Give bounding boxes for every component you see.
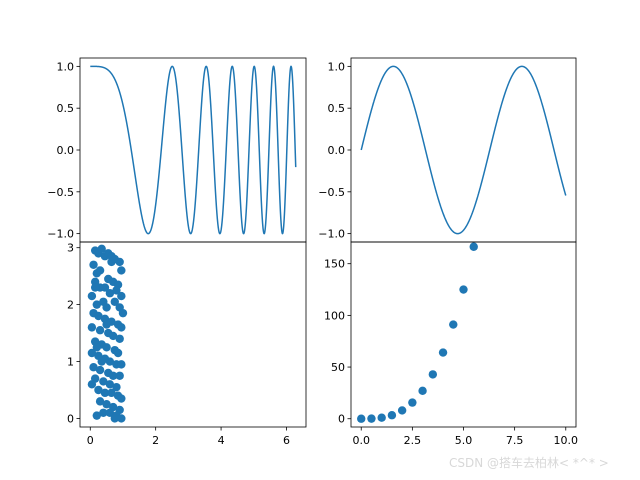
y-tick-label: 0.0 bbox=[328, 144, 346, 157]
data-point bbox=[112, 382, 121, 392]
data-point bbox=[117, 323, 126, 332]
data-point bbox=[387, 411, 397, 420]
y-tick-label: 0 bbox=[338, 413, 345, 426]
y-tick-label: 1.0 bbox=[57, 60, 75, 73]
data-point bbox=[110, 297, 119, 306]
data-point bbox=[115, 371, 124, 380]
subplot-bottom-left: 0 1 2 3 0 2 4 6 bbox=[67, 241, 307, 447]
data-point bbox=[118, 308, 128, 318]
data-point bbox=[367, 414, 376, 423]
y-tick-label: 0 bbox=[67, 412, 74, 425]
watermark: CSDN @搭车去柏林< *^* > bbox=[449, 455, 609, 470]
data-point bbox=[110, 414, 119, 423]
y-tick-label: 0.0 bbox=[57, 144, 75, 157]
data-point bbox=[87, 323, 97, 332]
data-point bbox=[113, 348, 123, 358]
y-tick-label: 3 bbox=[67, 242, 74, 255]
data-point bbox=[438, 348, 448, 357]
series-line bbox=[360, 65, 567, 235]
x-tick-label: 0.0 bbox=[352, 434, 370, 447]
data-point bbox=[89, 363, 98, 372]
data-point bbox=[428, 370, 438, 379]
data-point bbox=[108, 331, 118, 341]
data-point bbox=[107, 388, 116, 398]
data-point bbox=[94, 385, 103, 395]
data-point bbox=[94, 311, 103, 321]
data-point bbox=[102, 343, 111, 352]
axes-frame bbox=[79, 241, 307, 428]
data-point bbox=[95, 365, 105, 375]
y-tick-label: 0.5 bbox=[57, 102, 75, 115]
x-tick-label: 4 bbox=[218, 434, 225, 447]
data-point bbox=[377, 413, 386, 422]
data-point bbox=[449, 320, 458, 329]
data-point bbox=[107, 252, 116, 261]
y-tick-label: 50 bbox=[331, 361, 345, 374]
data-point bbox=[105, 408, 115, 417]
y-tick-label: −1.0 bbox=[318, 228, 345, 241]
x-tick-label: 5.0 bbox=[455, 434, 473, 447]
data-point bbox=[92, 300, 102, 309]
data-point bbox=[102, 320, 111, 329]
y-tick-label: 1 bbox=[67, 356, 74, 369]
x-tick-label: 2.5 bbox=[404, 434, 422, 447]
y-tick-label: −0.5 bbox=[318, 186, 345, 199]
data-point bbox=[95, 326, 105, 335]
y-tick-label: 100 bbox=[324, 309, 345, 322]
data-point bbox=[397, 406, 407, 415]
subplot-bottom-right: 0 50 100 150 0.0 2.5 5.0 7.5 10.0 bbox=[324, 241, 579, 447]
data-point bbox=[117, 291, 126, 301]
data-point bbox=[117, 360, 126, 369]
data-point bbox=[459, 285, 468, 294]
data-point bbox=[97, 244, 106, 254]
data-point bbox=[89, 260, 98, 269]
data-point bbox=[97, 357, 106, 366]
data-point bbox=[95, 397, 105, 406]
y-tick-label: 150 bbox=[324, 258, 345, 271]
data-point bbox=[87, 291, 97, 301]
data-point bbox=[357, 414, 366, 423]
y-tick-label: 1.0 bbox=[328, 60, 346, 73]
data-point bbox=[418, 386, 427, 396]
data-point bbox=[92, 411, 102, 420]
data-point bbox=[102, 400, 111, 409]
data-point bbox=[95, 266, 105, 275]
data-point bbox=[87, 348, 97, 358]
data-point bbox=[92, 343, 102, 352]
data-point bbox=[100, 283, 110, 292]
x-tick-label: 6 bbox=[283, 434, 290, 447]
series-line bbox=[90, 65, 297, 235]
y-tick-label: −0.5 bbox=[47, 186, 74, 199]
data-point bbox=[408, 398, 417, 407]
subplot-top-right: −1.0 −0.5 0.0 0.5 1.0 bbox=[318, 57, 577, 243]
data-point bbox=[117, 414, 126, 423]
x-tick-label: 2 bbox=[152, 434, 159, 447]
y-tick-label: −1.0 bbox=[47, 228, 74, 241]
data-point bbox=[87, 380, 97, 389]
data-point bbox=[115, 334, 124, 343]
data-point bbox=[105, 357, 115, 366]
data-point bbox=[117, 394, 126, 403]
x-tick-label: 7.5 bbox=[506, 434, 524, 447]
x-tick-label: 0 bbox=[87, 434, 94, 447]
data-point bbox=[99, 408, 108, 417]
data-point bbox=[102, 303, 111, 312]
data-point bbox=[115, 257, 124, 267]
data-point bbox=[112, 286, 121, 295]
subplot-top-left: −1.0 −0.5 0.0 0.5 1.0 bbox=[47, 57, 307, 243]
axes-frame bbox=[350, 57, 577, 243]
data-point bbox=[108, 371, 118, 380]
data-point bbox=[469, 242, 478, 251]
data-point bbox=[100, 388, 110, 398]
data-point bbox=[105, 380, 115, 389]
y-tick-label: 2 bbox=[67, 299, 74, 312]
data-point bbox=[105, 289, 115, 298]
axes-frame bbox=[350, 241, 577, 428]
data-point bbox=[99, 377, 108, 386]
data-point bbox=[90, 283, 100, 292]
x-tick-label: 10.0 bbox=[554, 434, 579, 447]
data-point bbox=[117, 266, 126, 275]
y-tick-label: 0.5 bbox=[328, 102, 346, 115]
